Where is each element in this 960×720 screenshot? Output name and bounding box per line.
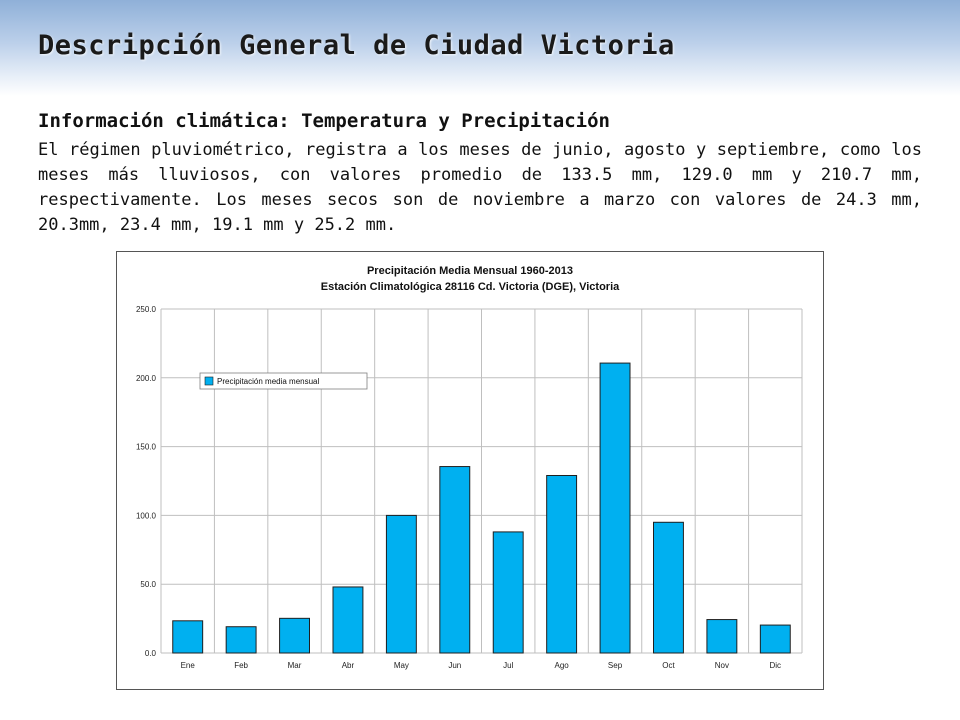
x-tick-label: Sep <box>608 661 623 670</box>
bar-mar <box>279 617 310 654</box>
legend-box <box>199 372 368 390</box>
y-tick-label: 200.0 <box>136 374 157 383</box>
x-tick-label: Feb <box>234 661 248 670</box>
x-axis-ticks: Ene Feb Mar Abr May Jun Jul Ago Sep Oct Nov Dic <box>181 661 781 670</box>
bar-abr <box>332 586 364 654</box>
header-band <box>0 0 960 96</box>
x-tick-label: Oct <box>662 661 675 670</box>
body-paragraph: El régimen pluviométrico, registra a los… <box>38 140 922 235</box>
y-tick-label: 0.0 <box>145 649 157 658</box>
x-tick-label: Jun <box>448 661 461 670</box>
legend: Precipitación media mensual <box>199 372 368 390</box>
x-tick-label: Mar <box>288 661 302 670</box>
y-tick-label: 100.0 <box>136 511 157 520</box>
bar-dic <box>759 624 791 654</box>
bar-jun <box>439 466 471 654</box>
precipitation-chart: Precipitación Media Mensual 1960-2013 Es… <box>116 251 824 690</box>
legend-label: Precipitación media mensual <box>217 377 319 386</box>
bar-jul <box>492 531 524 654</box>
bar-sep <box>599 362 631 654</box>
y-tick-label: 150.0 <box>136 443 157 452</box>
bar-may <box>385 514 417 654</box>
page-title: Descripción General de Ciudad Victoria <box>38 30 675 61</box>
bar-nov <box>706 619 738 654</box>
bar-feb <box>225 626 257 654</box>
section-heading: Información climática: Temperatura y Pre… <box>38 110 610 132</box>
y-tick-label: 250.0 <box>136 305 157 314</box>
bars <box>172 362 791 654</box>
x-tick-label: Dic <box>770 661 782 670</box>
x-tick-label: Jul <box>503 661 513 670</box>
x-tick-label: Ene <box>181 661 196 670</box>
grid-lines <box>160 308 803 654</box>
y-tick-label: 50.0 <box>140 580 156 589</box>
chart-subtitle: Estación Climatológica 28116 Cd. Victori… <box>321 281 620 293</box>
bar-ene <box>172 620 204 654</box>
y-axis-ticks: 0.0 50.0 100.0 150.0 200.0 250.0 <box>136 305 157 658</box>
legend-swatch <box>204 376 214 386</box>
bar-ago <box>546 474 578 654</box>
x-tick-label: Ago <box>555 661 570 670</box>
chart-svg: Precipitación Media Mensual 1960-2013 Es… <box>136 265 803 670</box>
bar-oct <box>653 521 684 654</box>
x-tick-label: Nov <box>715 661 729 670</box>
x-tick-label: Abr <box>342 661 355 670</box>
x-tick-label: May <box>394 661 409 670</box>
chart-title: Precipitación Media Mensual 1960-2013 <box>367 265 573 277</box>
